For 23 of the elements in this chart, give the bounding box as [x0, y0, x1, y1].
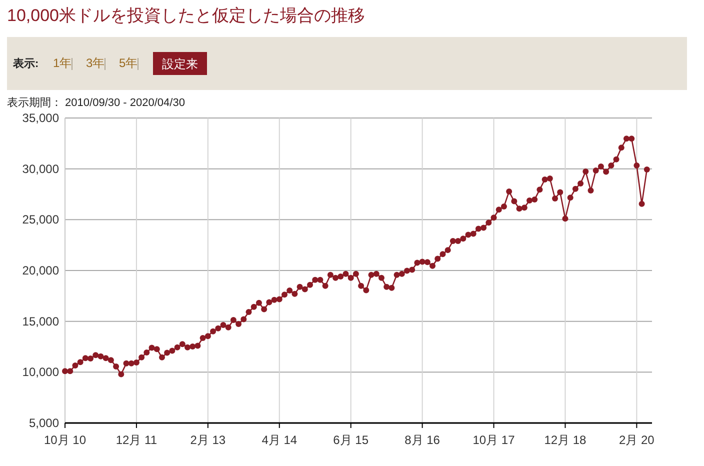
x-tick-label: 12月 18 — [544, 433, 587, 447]
y-tick-label: 5,000 — [28, 416, 60, 430]
y-tick-label: 20,000 — [22, 264, 60, 278]
text: 5年 — [119, 56, 138, 70]
x-tick-label: 2月 13 — [190, 433, 226, 447]
text: 3年 — [86, 56, 105, 70]
x-tick-label: 2月 20 — [619, 433, 655, 447]
x-tick-label: 12月 11 — [116, 433, 158, 447]
title: 10,000米ドルを投資したと仮定した場合の推移 — [7, 6, 365, 25]
x-tick-label: 8月 16 — [404, 433, 440, 447]
text: 設定来 — [162, 57, 198, 71]
text: 表示期間： 2010/09/30 - 2020/04/30 — [7, 96, 185, 109]
y-tick-label: 25,000 — [22, 212, 60, 227]
text: 表示: — [12, 57, 39, 70]
y-tick-label: 15,000 — [22, 314, 60, 328]
text: 1年 — [53, 56, 72, 70]
x-tick-label: 10月 10 — [44, 433, 86, 447]
y-tick-label: 35,000 — [22, 111, 60, 125]
y-tick-label: 10,000 — [22, 365, 60, 380]
y-tick-label: 30,000 — [22, 162, 60, 176]
x-tick-label: 10月 17 — [472, 433, 516, 447]
x-tick-label: 4月 14 — [262, 433, 298, 447]
x-tick-label: 6月 15 — [333, 433, 369, 447]
